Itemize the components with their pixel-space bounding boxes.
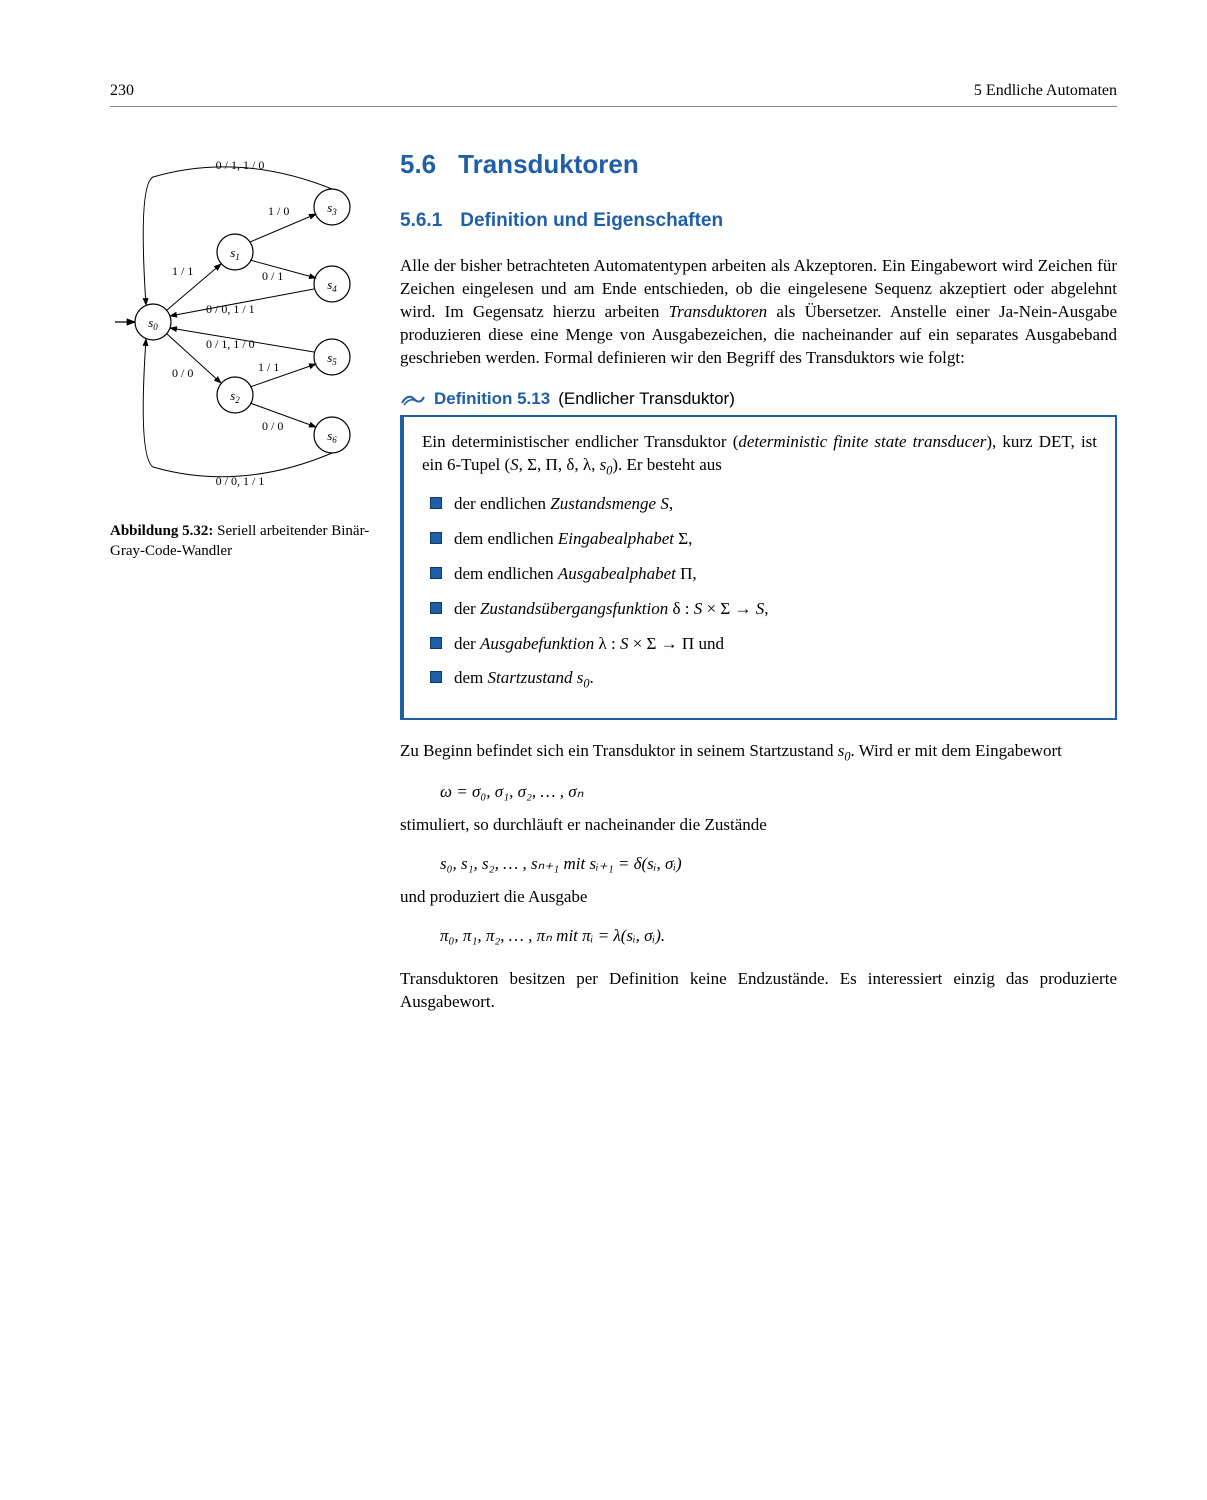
- definition-label: Definition 5.13: [434, 388, 550, 411]
- svg-text:1 / 0: 1 / 0: [268, 204, 289, 218]
- list-item: der Ausgabefunktion λ : S × Σ → Π und: [430, 633, 1097, 656]
- list-item: dem endlichen Eingabealphabet Σ,: [430, 528, 1097, 551]
- list-item: dem Startzustand s0.: [430, 667, 1097, 692]
- running-title: 5 Endliche Automaten: [974, 80, 1117, 102]
- equation-3: π₀, π₁, π₂, … , πₙ mit πᵢ = λ(sᵢ, σᵢ).: [400, 915, 1117, 958]
- subsection-title: Definition und Eigenschaften: [460, 208, 723, 234]
- list-item: dem endlichen Ausgabealphabet Π,: [430, 563, 1097, 586]
- main-column: 5.6 Transduktoren 5.6.1 Definition und E…: [400, 147, 1117, 1032]
- mid-paragraph-1: stimuliert, so durchläuft er nacheinande…: [400, 814, 1117, 837]
- subsection-number: 5.6.1: [400, 208, 442, 234]
- definition-box: Ein deterministischer endlicher Transduk…: [400, 415, 1117, 720]
- intro-paragraph: Alle der bisher betrachteten Automatenty…: [400, 255, 1117, 370]
- page-header: 230 5 Endliche Automaten: [110, 80, 1117, 107]
- svg-text:0 / 1, 1 / 0: 0 / 1, 1 / 0: [206, 337, 255, 351]
- figure-caption-label: Abbildung 5.32:: [110, 523, 213, 539]
- bottom-edge-label: 0 / 0, 1 / 1: [216, 474, 265, 488]
- list-item: der Zustandsübergangsfunktion δ : S × Σ …: [430, 598, 1097, 621]
- figure-caption: Abbildung 5.32: Seriell arbeitender Binä…: [110, 521, 370, 562]
- definition-intro: Ein deterministischer endlicher Transduk…: [422, 431, 1097, 479]
- definition-heading: Definition 5.13 (Endlicher Transduktor): [400, 388, 1117, 411]
- definition-subtitle: (Endlicher Transduktor): [558, 388, 735, 411]
- svg-text:0 / 1: 0 / 1: [262, 269, 283, 283]
- svg-text:1 / 1: 1 / 1: [258, 360, 279, 374]
- after-def-paragraph: Zu Beginn befindet sich ein Transduktor …: [400, 740, 1117, 765]
- section-heading: 5.6 Transduktoren: [400, 147, 1117, 182]
- svg-text:1 / 1: 1 / 1: [172, 264, 193, 278]
- svg-text:0 / 0: 0 / 0: [172, 366, 193, 380]
- mid-paragraph-2: und produziert die Ausgabe: [400, 886, 1117, 909]
- svg-text:0 / 0: 0 / 0: [262, 419, 283, 433]
- figure-column: s0 s1 s2 s3 s4 s5 s6 1 / 1 0 / 0 1 / 0 0…: [110, 147, 370, 1032]
- definition-list: der endlichen Zustandsmenge S, dem endli…: [422, 493, 1097, 693]
- subsection-heading: 5.6.1 Definition und Eigenschaften: [400, 208, 1117, 234]
- content-row: s0 s1 s2 s3 s4 s5 s6 1 / 1 0 / 0 1 / 0 0…: [110, 147, 1117, 1032]
- final-paragraph: Transduktoren besitzen per Definition ke…: [400, 968, 1117, 1014]
- section-title: Transduktoren: [458, 147, 639, 182]
- section-number: 5.6: [400, 147, 436, 182]
- equation-2: s₀, s₁, s₂, … , sₙ₊₁ mit sᵢ₊₁ = δ(sᵢ, σᵢ…: [400, 843, 1117, 886]
- svg-text:0 / 0, 1 / 1: 0 / 0, 1 / 1: [206, 302, 255, 316]
- equation-1: ω = σ₀, σ₁, σ₂, … , σₙ: [400, 771, 1117, 814]
- top-edge-label: 0 / 1, 1 / 0: [216, 158, 265, 172]
- page-number: 230: [110, 80, 134, 102]
- state-diagram: s0 s1 s2 s3 s4 s5 s6 1 / 1 0 / 0 1 / 0 0…: [110, 147, 370, 507]
- list-item: der endlichen Zustandsmenge S,: [430, 493, 1097, 516]
- definition-icon: [400, 389, 426, 409]
